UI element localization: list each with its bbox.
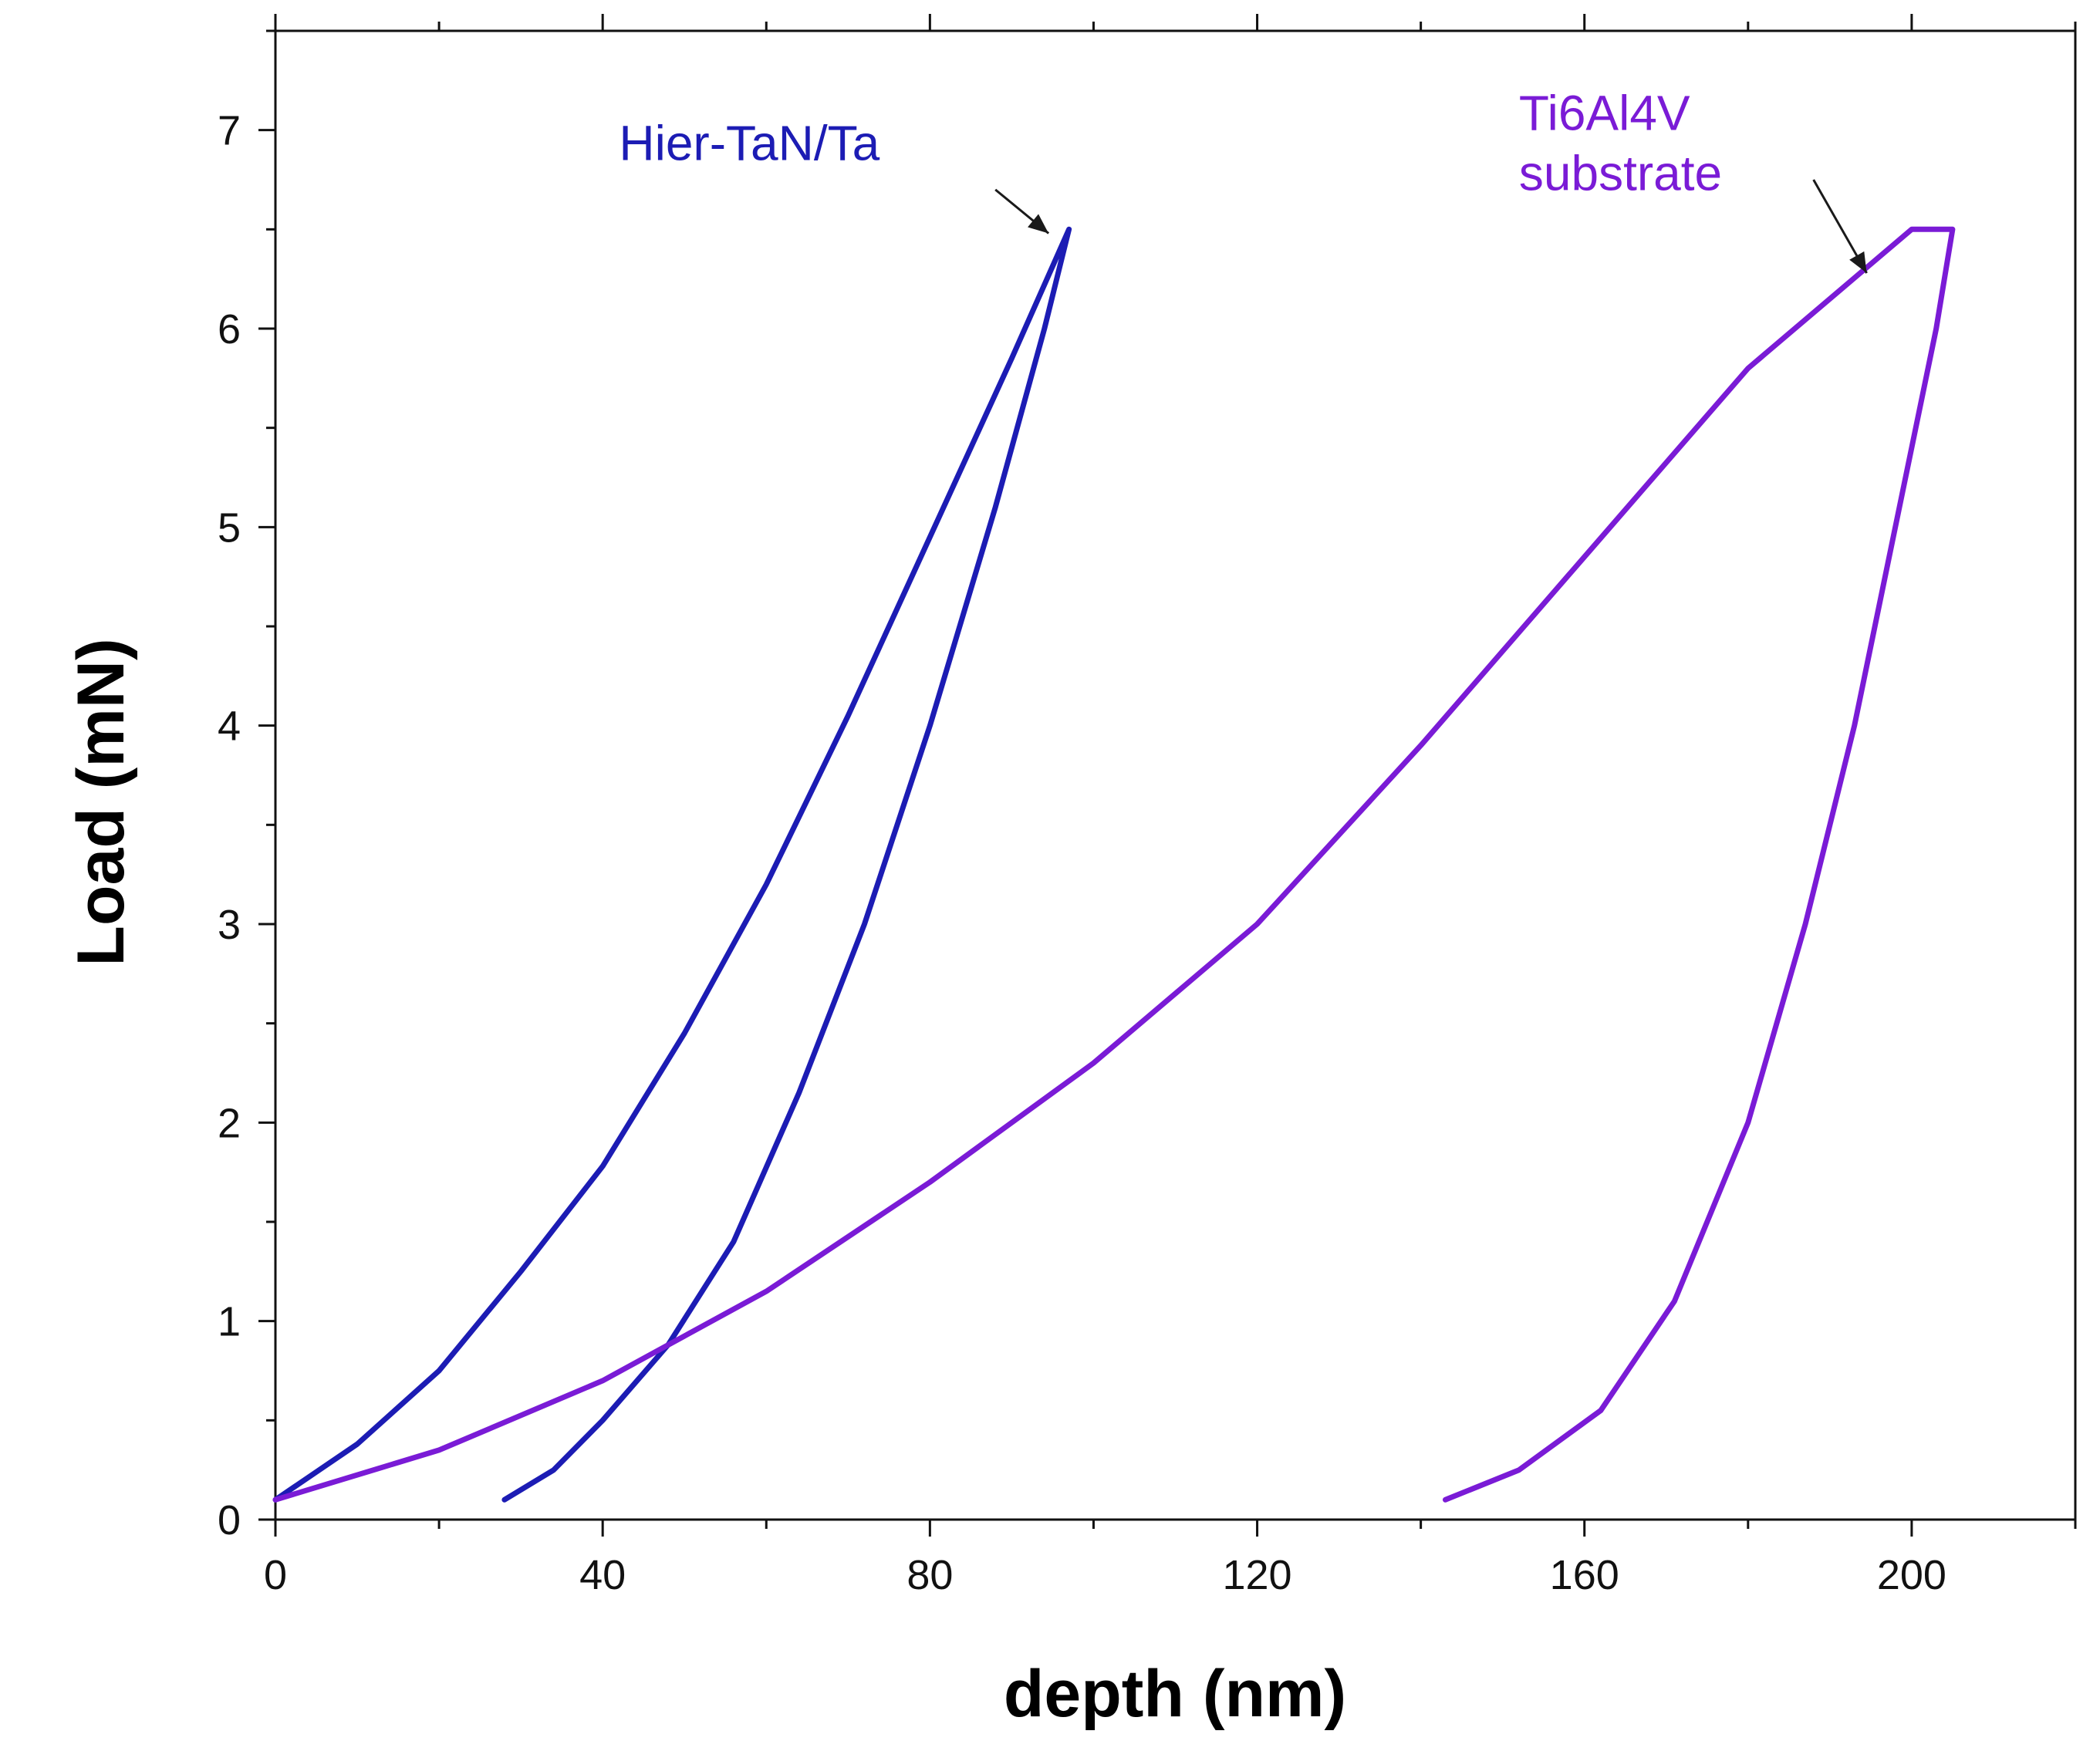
series-label-2-line2: substrate xyxy=(1519,146,1722,201)
y-tick-label-5: 5 xyxy=(218,504,241,551)
series-label-1: Hier-TaN/Ta xyxy=(619,115,880,170)
x-tick-label-40: 40 xyxy=(579,1552,626,1598)
ticks: 0 40 80 120 160 200 0 1 2 3 4 5 6 7 xyxy=(218,14,2077,1598)
x-tick-label-120: 120 xyxy=(1222,1552,1291,1598)
series-layer xyxy=(272,226,1956,1503)
arrow-head-2 xyxy=(1849,251,1867,273)
y-tick-label-6: 6 xyxy=(218,306,241,353)
arrow-head-1 xyxy=(1028,214,1049,234)
y-axis-title: Load (mN) xyxy=(64,638,138,966)
plot-frame xyxy=(274,29,2077,1521)
series-line-1 xyxy=(272,226,1072,1503)
y-tick-label-2: 2 xyxy=(218,1100,241,1146)
y-tick-label-0: 0 xyxy=(218,1497,241,1544)
axes xyxy=(274,29,2077,1521)
series-line-2 xyxy=(272,226,1956,1503)
x-tick-label-80: 80 xyxy=(907,1552,953,1598)
x-tick-label-200: 200 xyxy=(1877,1552,1946,1598)
x-tick-label-160: 160 xyxy=(1550,1552,1619,1598)
y-tick-label-3: 3 xyxy=(218,902,241,948)
y-tick-label-7: 7 xyxy=(218,108,241,154)
y-tick-label-4: 4 xyxy=(218,703,241,750)
series-label-2: Ti6Al4V xyxy=(1519,86,1690,141)
x-axis-title: depth (nm) xyxy=(1004,1657,1346,1731)
y-tick-label-1: 1 xyxy=(218,1299,241,1345)
x-tick-label-0: 0 xyxy=(264,1552,287,1598)
